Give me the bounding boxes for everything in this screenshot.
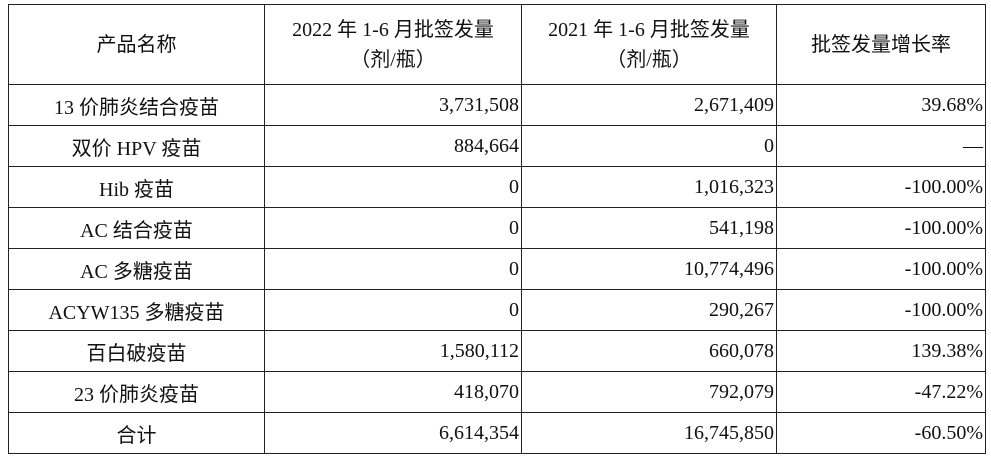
header-text: （剂/瓶）	[350, 48, 436, 71]
table-row: 双价 HPV 疫苗 884,664 0—	[8, 125, 986, 167]
header-cell: 2022 年 1-6 月批签发量 （剂/瓶）	[264, 4, 522, 85]
value-cell: 0	[521, 125, 777, 167]
value-cell: 3,731,508	[264, 84, 522, 126]
table-row: 合计 6,614,354 16,745,850 -60.50%	[8, 412, 986, 454]
value-cell: 0	[264, 248, 522, 290]
value-cell: 10,774,496	[521, 248, 777, 290]
data-table: 产品名称 2022 年 1-6 月批签发量 （剂/瓶） 2021 年 1-6 月批签发…	[8, 4, 986, 454]
product-name: 合计	[8, 412, 265, 454]
product-name: 23 价肺炎疫苗	[8, 371, 265, 413]
product-name: ACYW135 多糖疫苗	[8, 289, 265, 331]
value-cell: 6,614,354	[264, 412, 522, 454]
value-cell: 884,664	[264, 125, 522, 167]
product-name: 13 价肺炎结合疫苗	[8, 84, 265, 126]
header-text: 2022 年 1-6 月批签发量	[292, 18, 494, 41]
product-name: 百白破疫苗	[8, 330, 265, 372]
value-cell: 39.68%	[776, 84, 986, 126]
value-cell: 418,070	[264, 371, 522, 413]
value-cell: —	[776, 125, 986, 167]
header-cell: 产品名称	[8, 4, 265, 85]
header-text: 产品名称	[96, 33, 177, 56]
value-cell: -100.00%	[776, 289, 986, 331]
value-cell: -47.22%	[776, 371, 986, 413]
table-row: 13 价肺炎结合疫苗 3,731,508 2,671,409 39.68%	[8, 84, 986, 126]
value-cell: 139.38%	[776, 330, 986, 372]
header-text: 2021 年 1-6 月批签发量	[548, 18, 750, 41]
header-cell: 2021 年 1-6 月批签发量 （剂/瓶）	[521, 4, 777, 85]
value-cell: -100.00%	[776, 207, 986, 249]
value-cell: 1,580,112	[264, 330, 522, 372]
value-cell: 2,671,409	[521, 84, 777, 126]
product-name: Hib 疫苗	[8, 166, 265, 208]
table-body: 13 价肺炎结合疫苗 3,731,508 2,671,409 39.68% 双价 HPV…	[8, 84, 986, 454]
header-cell: 批签发量增长率	[776, 4, 986, 85]
value-cell: 0	[264, 166, 522, 208]
value-cell: -60.50%	[776, 412, 986, 454]
table-row: Hib 疫苗 0 1,016,323 -100.00%	[8, 166, 986, 208]
value-cell: 16,745,850	[521, 412, 777, 454]
value-cell: -100.00%	[776, 166, 986, 208]
table-row: ACYW135 多糖疫苗 0 290,267 -100.00%	[8, 289, 986, 331]
value-cell: 660,078	[521, 330, 777, 372]
header-text: 批签发量增长率	[811, 33, 951, 56]
product-name: AC 多糖疫苗	[8, 248, 265, 290]
header-text: （剂/瓶）	[606, 48, 692, 71]
value-cell: 0	[264, 289, 522, 331]
table-row: 23 价肺炎疫苗 418,070 792,079 -47.22%	[8, 371, 986, 413]
table-row: AC 多糖疫苗 0 10,774,496 -100.00%	[8, 248, 986, 290]
product-name: AC 结合疫苗	[8, 207, 265, 249]
table-row: 百白破疫苗 1,580,112 660,078 139.38%	[8, 330, 986, 372]
value-cell: 541,198	[521, 207, 777, 249]
value-cell: -100.00%	[776, 248, 986, 290]
value-cell: 792,079	[521, 371, 777, 413]
value-cell: 1,016,323	[521, 166, 777, 208]
product-name: 双价 HPV 疫苗	[8, 125, 265, 167]
value-cell: 0	[264, 207, 522, 249]
header-row: 产品名称 2022 年 1-6 月批签发量 （剂/瓶） 2021 年 1-6 月批签发…	[8, 4, 986, 85]
table-row: AC 结合疫苗 0 541,198 -100.00%	[8, 207, 986, 249]
value-cell: 290,267	[521, 289, 777, 331]
